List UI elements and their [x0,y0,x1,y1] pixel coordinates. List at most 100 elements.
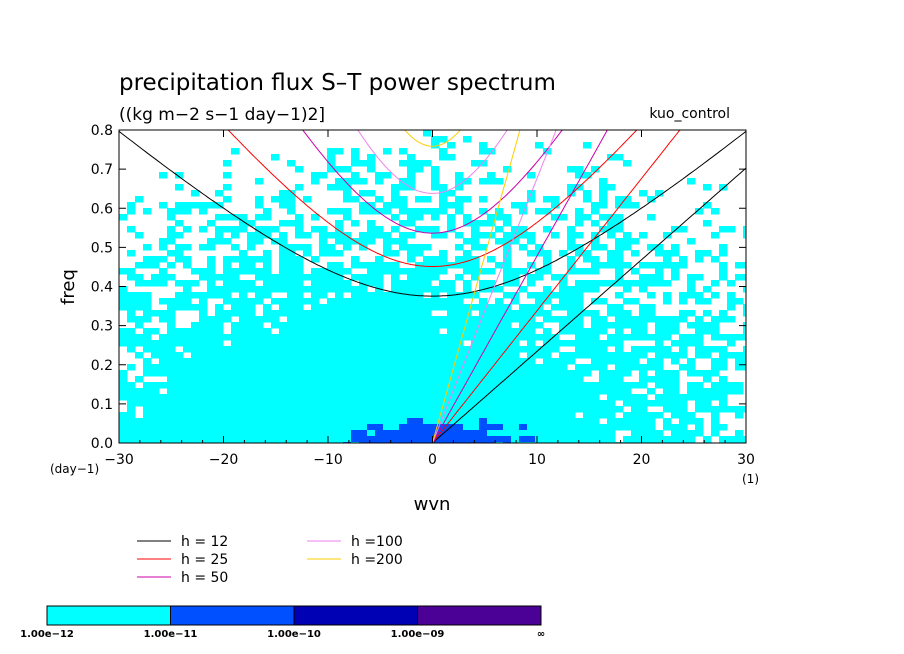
spectrum-cell [615,406,624,413]
spectrum-cell [239,418,248,425]
spectrum-cell [599,190,608,197]
spectrum-cell [247,352,256,359]
spectrum-cell [567,256,576,263]
spectrum-cell [383,232,392,239]
spectrum-cell [607,322,616,329]
spectrum-cell [735,430,744,437]
spectrum-cell [207,316,216,323]
spectrum-cell [591,436,600,443]
spectrum-cell [279,418,288,425]
spectrum-cell [319,412,328,419]
spectrum-cell [415,166,424,173]
spectrum-cell [303,418,312,425]
spectrum-cell [567,400,576,407]
spectrum-cell [735,352,744,359]
spectrum-cell [207,424,216,431]
spectrum-cell [695,346,704,353]
spectrum-cell [311,172,320,179]
spectrum-cell [583,370,592,377]
spectrum-cell [239,298,248,305]
spectrum-cell [295,340,304,347]
spectrum-cell [615,346,624,353]
spectrum-cell [295,382,304,389]
spectrum-cell [679,412,688,419]
spectrum-cell [439,202,448,209]
spectrum-cell [255,292,264,299]
spectrum-cell [247,328,256,335]
spectrum-cell [615,388,624,395]
spectrum-cell [503,436,512,443]
spectrum-cell [583,364,592,371]
spectrum-cell [175,202,184,209]
spectrum-cell [455,262,464,269]
spectrum-cell [479,346,488,353]
spectrum-cell [519,424,528,431]
spectrum-cell [271,406,280,413]
spectrum-cell [495,316,504,323]
spectrum-cell [287,250,296,257]
spectrum-cell [175,400,184,407]
spectrum-cell [639,376,648,383]
spectrum-cell [463,220,472,227]
spectrum-cell [143,262,152,269]
spectrum-cell [663,256,672,263]
spectrum-cell [471,274,480,281]
spectrum-cell [703,322,712,329]
spectrum-cell [639,424,648,431]
spectrum-cell [695,250,704,257]
spectrum-cell [231,346,240,353]
spectrum-cell [295,400,304,407]
spectrum-cell [495,322,504,329]
spectrum-cell [543,334,552,341]
spectrum-cell [191,334,200,341]
spectrum-cell [375,394,384,401]
spectrum-cell [263,232,272,239]
spectrum-cell [135,322,144,329]
spectrum-cell [167,304,176,311]
spectrum-cell [719,184,728,191]
spectrum-cell [343,328,352,335]
spectrum-cell [583,406,592,413]
spectrum-cell [447,328,456,335]
spectrum-cell [271,286,280,293]
spectrum-cell [479,232,488,239]
spectrum-cell [343,334,352,341]
spectrum-cell [367,268,376,275]
spectrum-cell [703,352,712,359]
spectrum-cell [575,376,584,383]
spectrum-cell [191,190,200,197]
spectrum-cell [359,424,368,431]
spectrum-cell [175,406,184,413]
spectrum-cell [143,364,152,371]
spectrum-cell [215,406,224,413]
spectrum-cell [655,346,664,353]
spectrum-cell [263,370,272,377]
spectrum-cell [527,196,536,203]
spectrum-cell [687,178,696,185]
spectrum-cell [455,376,464,383]
spectrum-cell [679,352,688,359]
spectrum-cell [543,430,552,437]
spectrum-cell [207,220,216,227]
spectrum-cell [679,424,688,431]
spectrum-cell [447,286,456,293]
spectrum-cell [639,364,648,371]
spectrum-cell [327,388,336,395]
spectrum-cell [471,292,480,299]
spectrum-cell [359,358,368,365]
spectrum-cell [447,310,456,317]
spectrum-cell [351,154,360,161]
spectrum-cell [135,196,144,203]
spectrum-cell [519,436,528,443]
spectrum-cell [439,340,448,347]
legend-label: h = 12 [181,534,228,550]
spectrum-cell [447,388,456,395]
spectrum-cell [511,418,520,425]
spectrum-cell [479,340,488,347]
spectrum-cell [679,226,688,233]
spectrum-cell [335,232,344,239]
spectrum-cell [679,400,688,407]
spectrum-cell [455,322,464,329]
spectrum-cell [255,388,264,395]
spectrum-cell [519,268,528,275]
